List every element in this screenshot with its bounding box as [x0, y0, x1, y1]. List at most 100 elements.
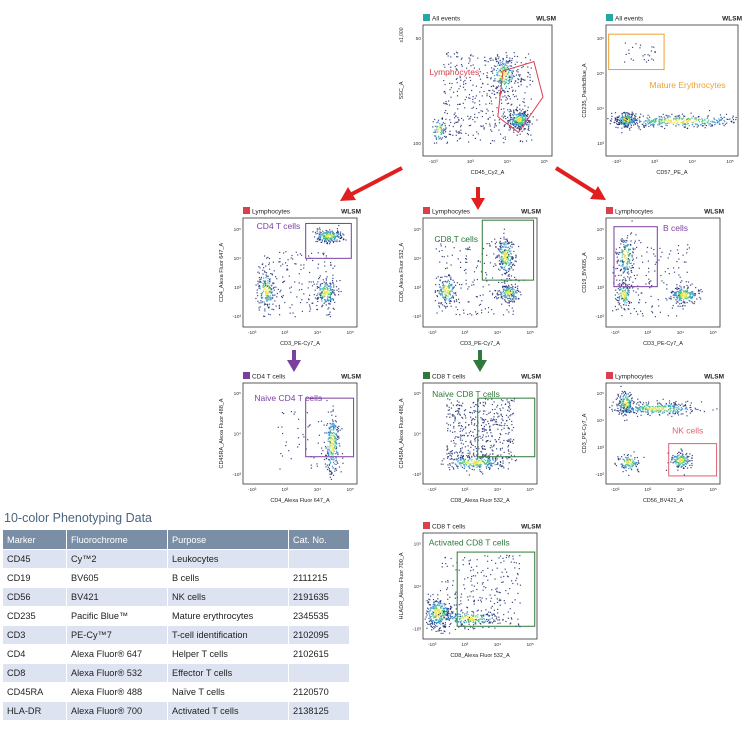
- event-dot: [522, 126, 524, 128]
- event-dot: [482, 448, 484, 450]
- event-dot: [333, 308, 335, 310]
- event-dot: [487, 457, 489, 459]
- event-dot: [496, 61, 498, 63]
- event-dot: [508, 95, 510, 98]
- event-dot: [298, 443, 300, 445]
- event-dot: [518, 280, 520, 282]
- event-dot: [688, 125, 690, 127]
- event-dot: [340, 235, 342, 237]
- event-dot: [321, 300, 323, 302]
- event-dot: [527, 53, 530, 55]
- event-dot: [449, 82, 451, 84]
- event-dot: [312, 231, 314, 233]
- event-dot: [442, 287, 444, 290]
- event-dot: [505, 269, 507, 271]
- event-dot: [512, 115, 515, 117]
- event-dot: [502, 137, 504, 139]
- event-dot: [672, 407, 674, 410]
- event-dot: [330, 473, 332, 475]
- event-dot: [515, 459, 518, 461]
- event-dot: [474, 423, 476, 425]
- event-dot: [519, 125, 521, 127]
- event-dot: [465, 279, 467, 281]
- event-dot: [631, 284, 633, 286]
- event-dot: [468, 94, 471, 96]
- event-dot: [449, 464, 451, 466]
- event-dot: [474, 463, 476, 466]
- event-dot: [625, 285, 627, 287]
- event-dot: [611, 112, 613, 114]
- event-dot: [489, 95, 491, 97]
- event-dot: [452, 241, 454, 243]
- event-dot: [529, 84, 531, 86]
- event-dot: [696, 126, 698, 128]
- event-dot: [333, 463, 335, 465]
- event-dot: [326, 287, 328, 289]
- event-dot: [684, 126, 686, 128]
- event-dot: [617, 299, 619, 302]
- event-dot: [483, 430, 485, 432]
- event-dot: [450, 96, 452, 98]
- event-dot: [473, 462, 475, 464]
- event-dot: [635, 119, 637, 122]
- event-dot: [686, 302, 688, 304]
- event-dot: [690, 291, 692, 293]
- event-dot: [483, 422, 485, 424]
- event-dot: [682, 290, 684, 292]
- event-dot: [630, 117, 632, 119]
- plot-naive-cd8: CD8 T cells WLSM Naive CD8 T cells -10³ 10³ 1…: [395, 370, 545, 510]
- event-dot: [480, 271, 482, 273]
- event-dot: [472, 98, 474, 100]
- event-dot: [503, 467, 505, 469]
- event-dot: [632, 112, 634, 114]
- event-dot: [652, 59, 655, 61]
- event-dot: [476, 117, 478, 119]
- event-dot: [450, 450, 452, 452]
- event-dot: [323, 302, 325, 304]
- event-dot: [260, 276, 262, 278]
- event-dot: [679, 290, 681, 292]
- event-dot: [515, 116, 517, 118]
- event-dot: [626, 118, 628, 120]
- event-dot: [496, 406, 498, 408]
- event-dot: [263, 289, 265, 291]
- event-dot: [512, 298, 514, 300]
- event-dot: [437, 290, 439, 292]
- event-dot: [508, 87, 510, 90]
- population-label: All events: [615, 16, 644, 23]
- event-dot: [332, 298, 334, 300]
- event-dot: [320, 294, 322, 296]
- event-dot: [649, 116, 651, 118]
- event-dot: [499, 59, 501, 62]
- event-dot: [518, 298, 520, 300]
- event-dot: [490, 463, 492, 465]
- event-dot: [627, 398, 629, 400]
- event-dot: [465, 77, 467, 79]
- event-dot: [696, 123, 698, 125]
- event-dot: [274, 300, 276, 302]
- event-dot: [327, 234, 330, 236]
- event-dot: [301, 283, 303, 285]
- event-dot: [339, 233, 341, 235]
- event-dot: [637, 398, 639, 400]
- event-dot: [327, 289, 329, 292]
- event-dot: [517, 127, 519, 129]
- event-dot: [486, 72, 488, 74]
- event-dot: [487, 61, 489, 63]
- event-dot: [470, 412, 472, 414]
- event-dot: [629, 123, 631, 125]
- event-dot: [502, 267, 504, 269]
- event-dot: [499, 82, 501, 84]
- event-dot: [633, 402, 635, 404]
- event-dot: [660, 119, 662, 121]
- event-dot: [457, 108, 459, 110]
- event-dot: [298, 418, 300, 420]
- event-dot: [666, 115, 668, 117]
- event-dot: [266, 291, 268, 294]
- event-dot: [475, 95, 477, 97]
- event-dot: [630, 116, 632, 118]
- event-dot: [685, 401, 687, 403]
- event-dot: [513, 455, 515, 457]
- event-dot: [718, 118, 720, 120]
- event-dot: [451, 450, 453, 452]
